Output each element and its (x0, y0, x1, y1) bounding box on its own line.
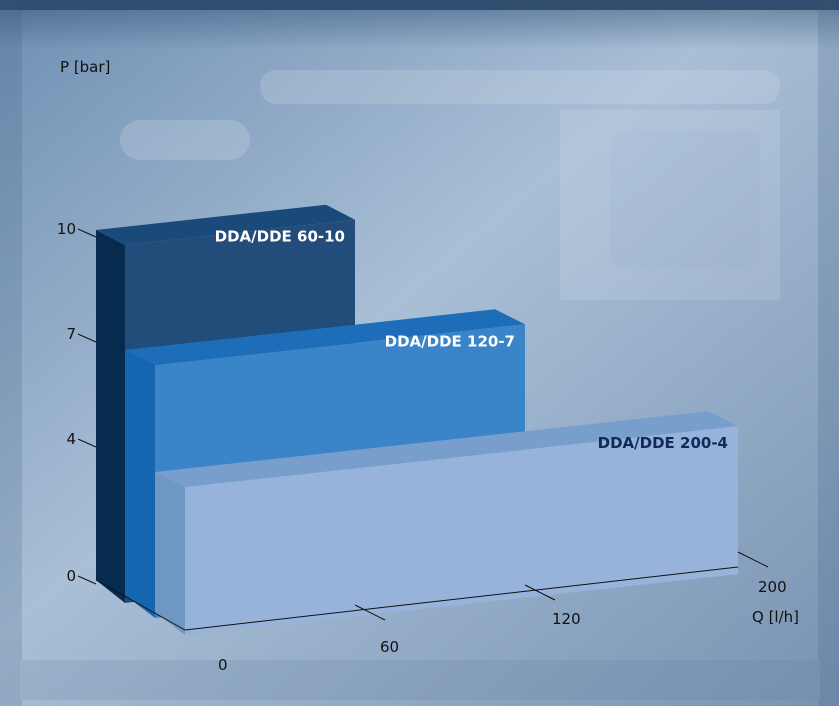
x-tick-120 (524, 584, 556, 601)
x-tick-200 (737, 551, 769, 568)
top-shadow (0, 10, 839, 50)
y-tick-7 (77, 333, 97, 343)
bar-3-label: DDA/DDE 200-4 (598, 434, 728, 452)
y-tick-4 (77, 438, 97, 448)
x-axis-line (184, 566, 739, 631)
y-tick-label-4: 4 (66, 430, 76, 448)
y-tick-label-7: 7 (66, 325, 76, 343)
top-edge (0, 0, 839, 10)
y-axis-title: P [bar] (60, 58, 110, 76)
bar-1-top-face (96, 204, 355, 245)
bar-3-side-face (155, 472, 185, 635)
y-tick-0 (77, 575, 97, 585)
axes-group: 0 4 7 10 P [bar] 0 60 120 200 Q [l/h] (57, 58, 799, 674)
bar-2-label: DDA/DDE 120-7 (385, 332, 515, 350)
x-tick-label-0: 0 (218, 656, 228, 674)
bar-3-top-face (155, 411, 738, 487)
y-tick-label-0: 0 (66, 567, 76, 585)
depth-axis-line (95, 579, 186, 631)
y-tick-label-10: 10 (57, 220, 76, 238)
x-tick-60 (354, 604, 386, 621)
y-tick-10 (77, 228, 97, 238)
bar-2-top-face (125, 309, 525, 365)
bar-2-side-face (125, 350, 155, 618)
x-axis-title: Q [l/h] (752, 608, 799, 626)
x-tick-label-200: 200 (758, 578, 787, 596)
bar-1-side-face (96, 230, 125, 603)
x-tick-label-60: 60 (380, 638, 399, 656)
bar-1-label: DDA/DDE 60-10 (215, 228, 345, 246)
x-tick-label-120: 120 (552, 610, 581, 628)
